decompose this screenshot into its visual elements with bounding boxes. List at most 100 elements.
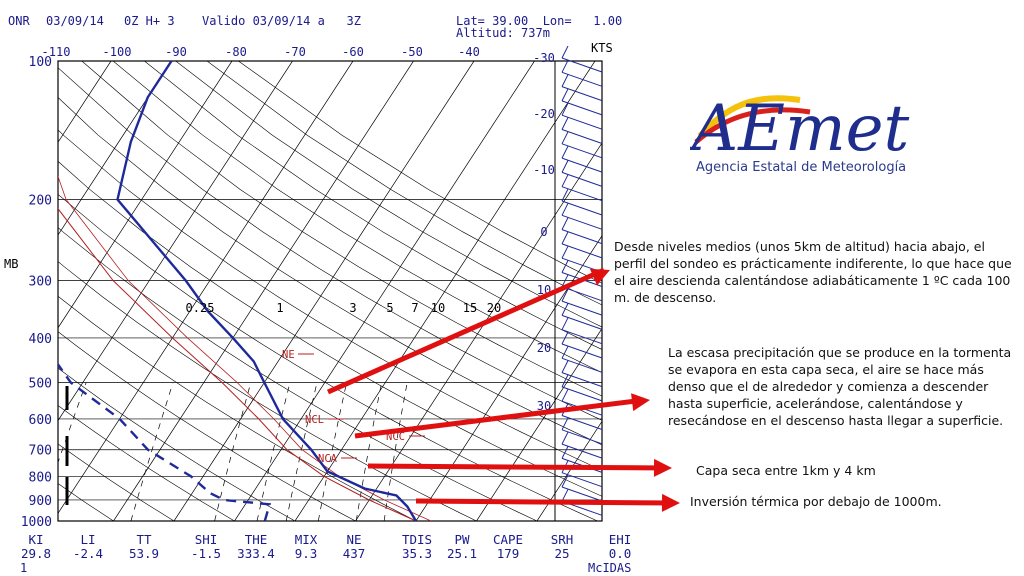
wind-barb-flag [561, 45, 569, 59]
annotation-evaporation: La escasa precipitación que se produce e… [668, 345, 1012, 428]
p-tick-600: 600 [29, 413, 52, 428]
header-valid: Valido 03/09/14 a 3Z [202, 14, 361, 28]
logo-subtitle: Agencia Estatal de Meteorología [696, 160, 907, 175]
isotherm--40 [58, 61, 293, 422]
mixing-ratio-label: 7 [411, 301, 418, 315]
mixing-ratio-line [256, 382, 291, 521]
arrow-profile [326, 267, 606, 395]
annotation-profile: Desde niveles medios (unos 5km de altitu… [614, 239, 1012, 305]
wind-barb [561, 157, 603, 173]
wind-barb [561, 486, 603, 502]
wind-barb-flag [561, 346, 569, 359]
wind-barb-flag [561, 160, 569, 173]
wind-barb-flag [561, 174, 569, 187]
t-tick-top: -110 [42, 45, 71, 59]
annotation-inversion: Inversión térmica por debajo de 1000m. [690, 494, 942, 509]
footer-label: McIDAS [588, 561, 631, 575]
arrow-profile-head [589, 268, 610, 286]
dry-adiabat [112, 61, 602, 373]
dry-adiabat [81, 61, 602, 397]
wind-barb-flag [561, 131, 569, 145]
wind-barb [561, 300, 603, 316]
wind-barb-flag [561, 117, 569, 130]
wind-barb-flag [561, 102, 569, 116]
index-value: 25.1 [447, 546, 477, 561]
p-tick-400: 400 [29, 332, 52, 347]
wind-barb-flag [561, 88, 569, 102]
t-tick-right: 20 [537, 341, 551, 355]
y-axis-label: MB [4, 257, 18, 271]
isotherm--10 [173, 61, 475, 521]
parcel-curve [58, 207, 417, 521]
wind-barb [561, 314, 603, 330]
t-tick-right: -30 [533, 51, 555, 65]
dewpoint-curve [58, 362, 272, 521]
wind-barb-flag [561, 274, 569, 288]
index-value: 437 [343, 546, 366, 561]
logo-wordmark: AEmet [690, 92, 910, 166]
index-value: 333.4 [237, 546, 275, 561]
wind-barb-flag [561, 260, 569, 273]
wind-barb [561, 100, 603, 116]
wind-barb-flag [561, 489, 569, 502]
index-label: CAPE [493, 532, 523, 547]
p-tick-800: 800 [29, 470, 52, 485]
wind-barb [561, 472, 603, 488]
mixing-ratio-line [317, 382, 347, 521]
wind-barb [561, 443, 603, 459]
wind-barb-flag [561, 231, 569, 245]
wind-barb [561, 114, 603, 130]
wind-barb-flag [561, 188, 569, 202]
wind-barb [561, 429, 603, 445]
wind-units-label: KTS [591, 41, 613, 55]
dry-adiabat [58, 261, 477, 521]
index-label: TDIS [402, 532, 432, 547]
t-tick-right: -20 [533, 107, 555, 121]
wind-barb [561, 186, 603, 202]
index-label: THE [245, 532, 268, 547]
isotherm-10 [294, 61, 596, 521]
logo-swoosh-yellow [697, 95, 801, 138]
logo-swoosh-red [694, 107, 811, 144]
t-tick-top: -50 [401, 45, 423, 59]
isotherm-30 [415, 235, 602, 521]
p-tick-700: 700 [29, 444, 52, 459]
t-tick-top: -60 [342, 45, 364, 59]
arrow-evaporation-head [631, 393, 650, 412]
index-label: PW [454, 532, 470, 547]
wind-barb [561, 286, 603, 302]
index-label: KI [28, 532, 43, 547]
index-label: SRH [551, 532, 574, 547]
mixing-ratio-label: 15 [463, 301, 477, 315]
wind-barb-flag [561, 317, 569, 330]
wind-barb-flag [561, 145, 569, 159]
wind-barb-flag [561, 60, 569, 73]
wind-barb [561, 86, 603, 102]
diagram-grid [58, 61, 602, 521]
wind-barbs [561, 45, 603, 516]
arrow-inversion [415, 498, 675, 506]
level-label-ne: NE [282, 349, 295, 361]
annotation-arrows [326, 267, 680, 512]
index-value: 53.9 [129, 546, 159, 561]
t-tick-top: -90 [165, 45, 187, 59]
isotherm--70 [58, 61, 112, 143]
isotherm-20 [355, 142, 602, 521]
wind-barb-flag [561, 203, 569, 216]
wind-barb-flag [561, 303, 569, 316]
dry-adiabat [58, 97, 602, 446]
wind-barb-flag [561, 417, 569, 431]
dry-adiabat [58, 227, 538, 521]
header-station: ONR [8, 14, 30, 28]
level-label-nca: NCA [318, 453, 338, 465]
isotherm-50 [536, 420, 602, 521]
index-value: 29.8 [21, 546, 51, 561]
isotherm--30 [58, 61, 354, 514]
mixing-ratio-line [214, 382, 252, 521]
p-tick-900: 900 [29, 494, 52, 509]
index-value: 0.0 [609, 546, 632, 561]
arrow-inversion-head [661, 493, 680, 512]
p-tick-500: 500 [29, 377, 52, 392]
wind-barb-flag [561, 288, 569, 302]
